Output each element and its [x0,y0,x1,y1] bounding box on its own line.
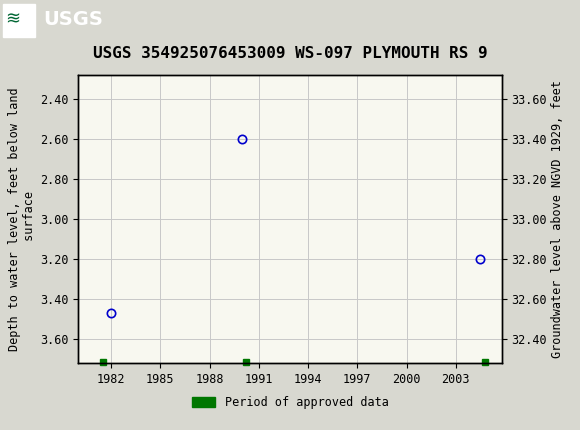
Text: ≋: ≋ [5,11,20,29]
Y-axis label: Groundwater level above NGVD 1929, feet: Groundwater level above NGVD 1929, feet [551,80,564,358]
Text: USGS 354925076453009 WS-097 PLYMOUTH RS 9: USGS 354925076453009 WS-097 PLYMOUTH RS … [93,46,487,61]
Text: USGS: USGS [44,10,103,29]
FancyBboxPatch shape [3,4,35,37]
Legend: Period of approved data: Period of approved data [187,391,393,414]
Y-axis label: Depth to water level, feet below land
 surface: Depth to water level, feet below land su… [8,87,36,351]
